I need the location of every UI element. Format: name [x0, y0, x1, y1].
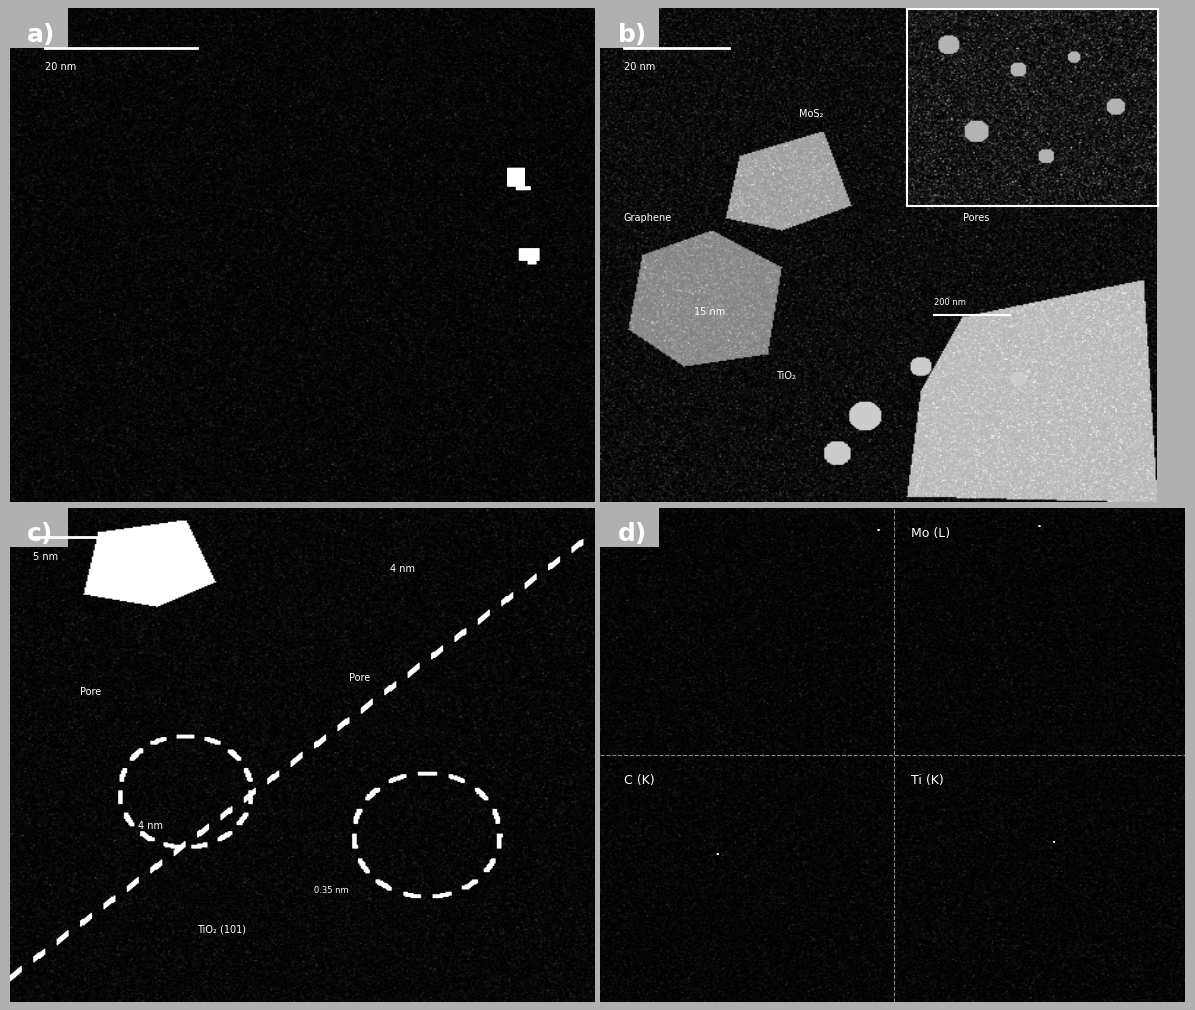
Text: 15 nm: 15 nm — [694, 307, 725, 316]
Text: 5 nm: 5 nm — [33, 552, 59, 562]
Text: Ti (K): Ti (K) — [911, 775, 943, 788]
Bar — [600, 8, 658, 47]
Bar — [10, 8, 68, 47]
Text: 0.35 nm: 0.35 nm — [314, 886, 349, 895]
Text: 0.64 nm: 0.64 nm — [161, 580, 196, 589]
Text: Graphene: Graphene — [624, 213, 672, 222]
Text: Mo (L): Mo (L) — [911, 527, 950, 540]
Text: 4 nm: 4 nm — [139, 821, 164, 831]
Text: d): d) — [618, 522, 648, 546]
Text: 20 nm: 20 nm — [624, 63, 655, 73]
Text: MoS₂: MoS₂ — [799, 109, 823, 119]
Text: Pore: Pore — [349, 673, 370, 683]
Text: 20 nm: 20 nm — [44, 63, 76, 73]
Bar — [907, 9, 1158, 206]
Bar — [600, 507, 658, 547]
Text: S (K): S (K) — [624, 527, 654, 540]
Text: 200 nm: 200 nm — [934, 298, 966, 307]
Text: C (K): C (K) — [624, 775, 655, 788]
Text: 4 nm: 4 nm — [390, 564, 415, 574]
Text: TiO₂ (101): TiO₂ (101) — [197, 925, 246, 934]
Text: TiO₂: TiO₂ — [776, 371, 796, 381]
Text: a): a) — [27, 23, 55, 46]
Bar — [10, 507, 68, 547]
Text: Pore: Pore — [80, 688, 102, 697]
Text: Pores: Pores — [963, 213, 989, 222]
Text: MoS₂ (002): MoS₂ (002) — [115, 559, 168, 569]
Text: b): b) — [618, 23, 648, 46]
Text: c): c) — [27, 522, 54, 546]
